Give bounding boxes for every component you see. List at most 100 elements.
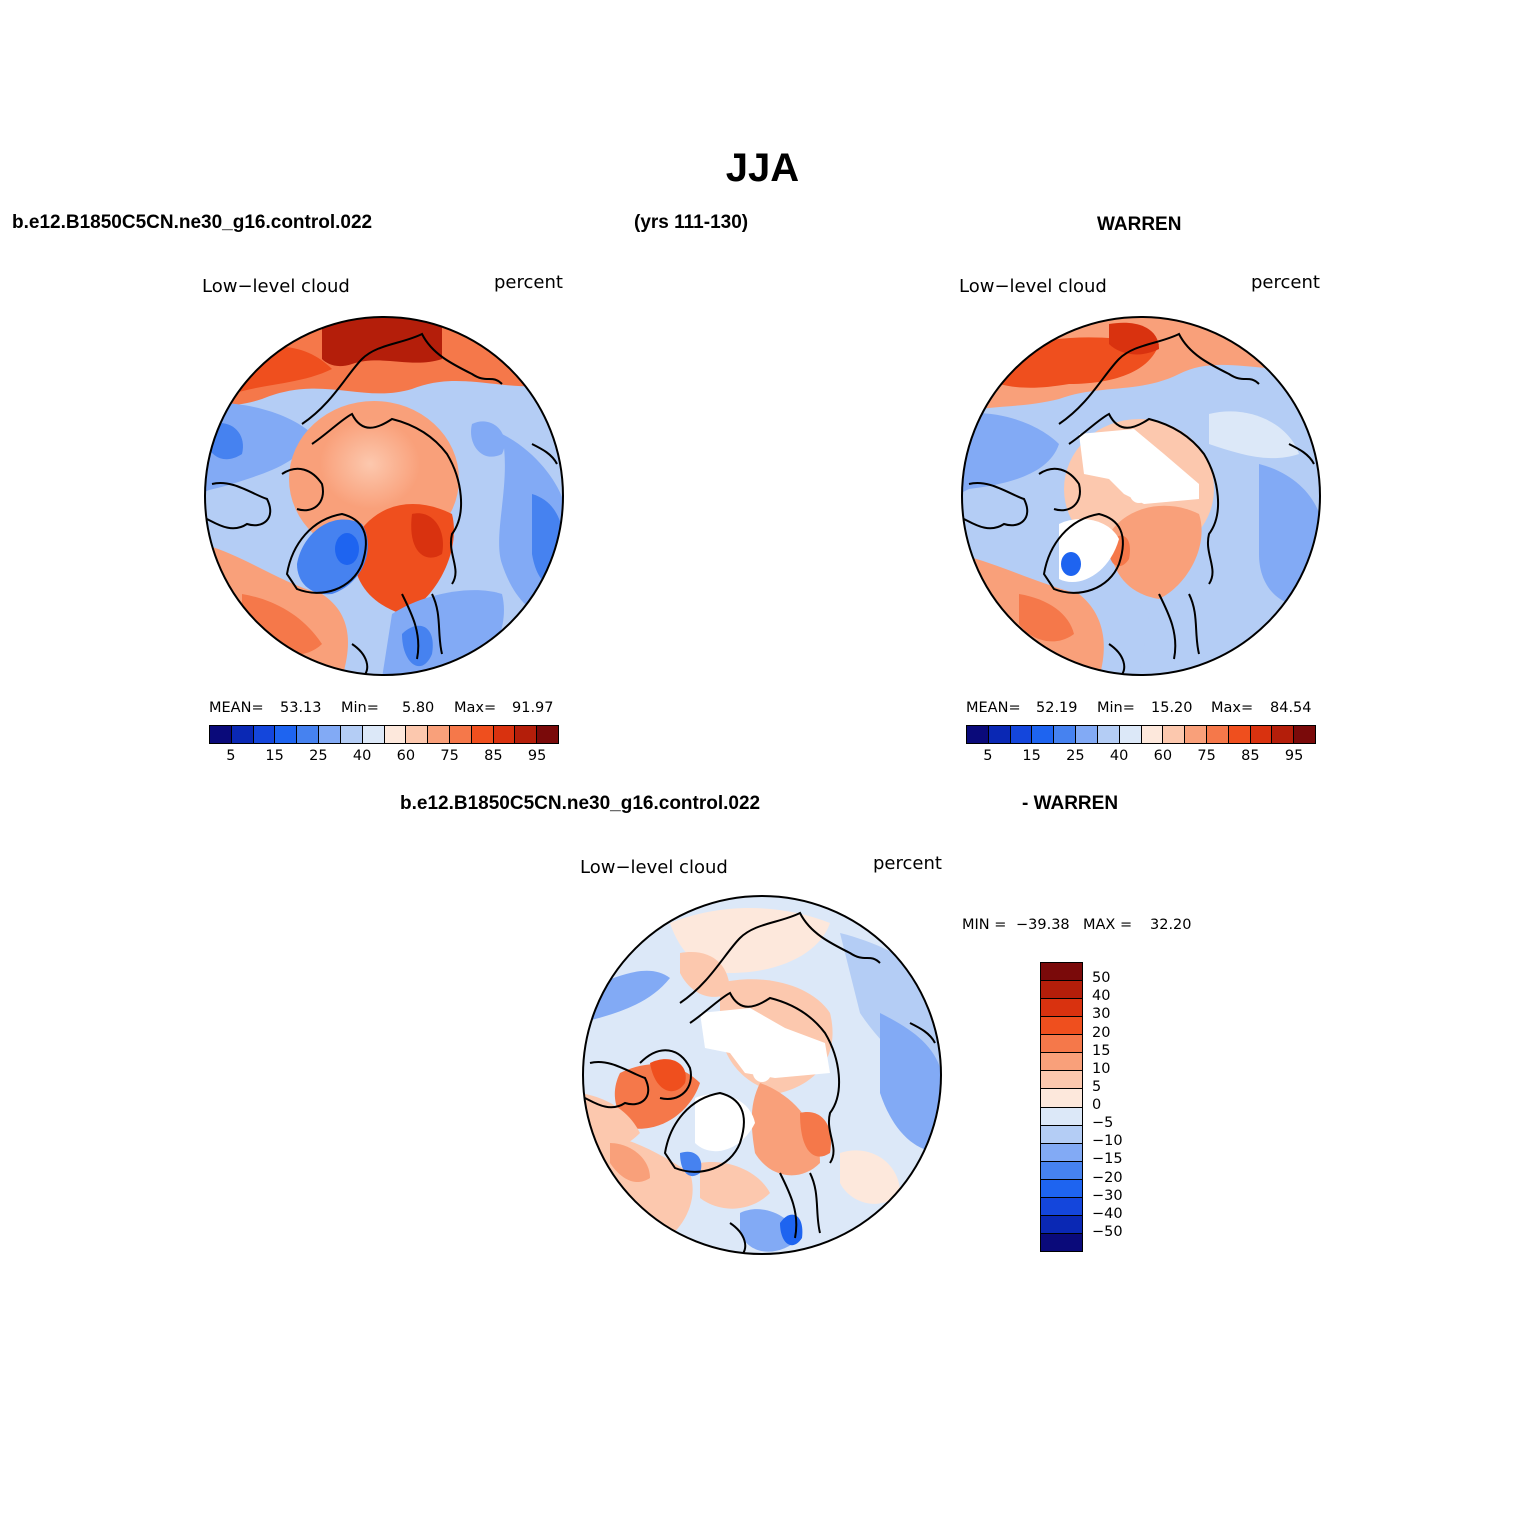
colorbar-swatch: [1032, 726, 1055, 743]
colorbar-level-label: −5: [1092, 1115, 1114, 1132]
colorbar-level-label: 10: [1092, 1060, 1111, 1077]
colorbar-tick-label: 75: [1197, 748, 1216, 764]
panel2-min: 15.20: [1151, 700, 1193, 716]
colorbar-tick-label: 25: [309, 748, 328, 764]
case-name: b.e12.B1850C5CN.ne30_g16.control.022: [12, 212, 373, 233]
panel1-variable: Low−level cloud: [202, 276, 350, 297]
colorbar-swatch: [471, 726, 494, 743]
panel3-max-label: MAX =: [1083, 917, 1133, 933]
colorbar-level-label: 0: [1092, 1097, 1102, 1113]
colorbar-swatch: [967, 726, 989, 743]
colorbar-level-label: 5: [1092, 1078, 1102, 1095]
colorbar-level-label: 15: [1092, 1042, 1111, 1059]
colorbar-level-label: −50: [1092, 1223, 1123, 1240]
diff-colorbar: [1040, 962, 1083, 1252]
panel2-max-label: Max=: [1211, 700, 1254, 716]
colorbar-swatch: [340, 726, 363, 743]
colorbar-swatch: [1041, 1089, 1082, 1108]
panel1-colorbar-ticks: 5 15 25 40 60 75 85 95: [209, 748, 559, 768]
figure-title: JJA: [725, 146, 800, 190]
colorbar-swatch: [1041, 1035, 1082, 1054]
diff-obs-name: - WARREN: [1022, 793, 1119, 814]
colorbar-tick-label: 15: [265, 748, 284, 764]
colorbar-level-label: −10: [1092, 1133, 1123, 1150]
colorbar-swatch: [231, 726, 254, 743]
colorbar-swatch: [275, 726, 298, 743]
panel1-max-label: Max=: [454, 700, 497, 716]
colorbar-swatch: [1206, 726, 1229, 743]
colorbar-swatch: [1041, 1143, 1082, 1162]
panel2-colorbar: [966, 725, 1316, 744]
panel1-units: percent: [494, 272, 563, 293]
panel2-min-label: Min=: [1097, 700, 1135, 716]
colorbar-swatch: [428, 726, 450, 743]
colorbar-swatch: [1041, 1053, 1082, 1072]
colorbar-tick-label: 40: [1109, 748, 1129, 764]
colorbar-swatch: [449, 726, 472, 743]
colorbar-swatch: [210, 726, 232, 743]
colorbar-swatch: [1041, 1215, 1082, 1234]
panel1-min-label: Min=: [341, 700, 379, 716]
panel2-max: 84.54: [1270, 700, 1312, 716]
colorbar-level-label: 30: [1092, 1006, 1111, 1023]
colorbar-swatch: [362, 726, 385, 743]
colorbar-swatch: [1119, 726, 1142, 743]
colorbar-tick-label: 95: [1284, 748, 1304, 764]
colorbar-swatch: [1272, 726, 1295, 743]
panel3-min: −39.38: [1016, 917, 1070, 933]
colorbar-swatch: [1041, 1125, 1082, 1144]
panel1-min: 5.80: [402, 700, 435, 716]
panel3-max: 32.20: [1150, 917, 1192, 933]
colorbar-level-label: −15: [1092, 1151, 1123, 1168]
panel3-min-label: MIN =: [962, 917, 1007, 933]
panel2-units: percent: [1251, 272, 1320, 293]
panel2-map: [961, 316, 1321, 676]
diff-colorbar-ticks: 50 40 30 20 15 10 5 0 −5 −10 −15 −20 −30 −40 −50: [1092, 962, 1152, 1252]
colorbar-tick-label: 15: [1022, 748, 1041, 764]
colorbar-tick-label: 60: [396, 748, 416, 764]
panel3-map: [582, 895, 942, 1255]
colorbar-swatch: [1041, 999, 1082, 1018]
panel1-mean-label: MEAN=: [209, 700, 264, 716]
panel1-max: 91.97: [512, 700, 554, 716]
colorbar-swatch: [515, 726, 538, 743]
colorbar-swatch: [1076, 726, 1098, 743]
colorbar-tick-label: 40: [352, 748, 372, 764]
colorbar-swatch: [1141, 726, 1164, 743]
colorbar-tick-label: 5: [983, 748, 993, 764]
colorbar-level-label: 40: [1092, 988, 1111, 1005]
colorbar-tick-label: 75: [440, 748, 459, 764]
colorbar-swatch: [1041, 1233, 1082, 1251]
colorbar-swatch: [1041, 1107, 1082, 1126]
panel2-mean: 52.19: [1036, 700, 1078, 716]
panel1-mean: 53.13: [280, 700, 322, 716]
colorbar-tick-label: 60: [1153, 748, 1173, 764]
colorbar-swatch: [1041, 981, 1082, 1000]
colorbar-level-label: −30: [1092, 1187, 1123, 1204]
panel2-colorbar-ticks: 5 15 25 40 60 75 85 95: [966, 748, 1316, 768]
panel2-variable: Low−level cloud: [959, 276, 1107, 297]
colorbar-swatch: [1097, 726, 1120, 743]
colorbar-swatch: [1163, 726, 1186, 743]
diff-case-name: b.e12.B1850C5CN.ne30_g16.control.022: [400, 793, 761, 814]
colorbar-tick-label: 85: [484, 748, 503, 764]
colorbar-swatch: [1228, 726, 1251, 743]
colorbar-tick-label: 5: [226, 748, 236, 764]
colorbar-swatch: [319, 726, 341, 743]
colorbar-swatch: [1041, 963, 1082, 982]
colorbar-swatch: [1041, 1197, 1082, 1216]
colorbar-swatch: [493, 726, 516, 743]
panel3-variable: Low−level cloud: [580, 857, 728, 878]
colorbar-swatch: [988, 726, 1011, 743]
years-range: (yrs 111-130): [634, 212, 749, 233]
colorbar-tick-label: 85: [1241, 748, 1260, 764]
colorbar-swatch: [1041, 1161, 1082, 1180]
colorbar-level-label: −20: [1092, 1169, 1123, 1186]
colorbar-swatch: [297, 726, 320, 743]
colorbar-tick-label: 25: [1066, 748, 1085, 764]
panel1-map: [204, 316, 564, 676]
colorbar-swatch: [537, 726, 558, 743]
obs-name: WARREN: [1097, 214, 1182, 235]
colorbar-swatch: [406, 726, 429, 743]
colorbar-swatch: [253, 726, 276, 743]
